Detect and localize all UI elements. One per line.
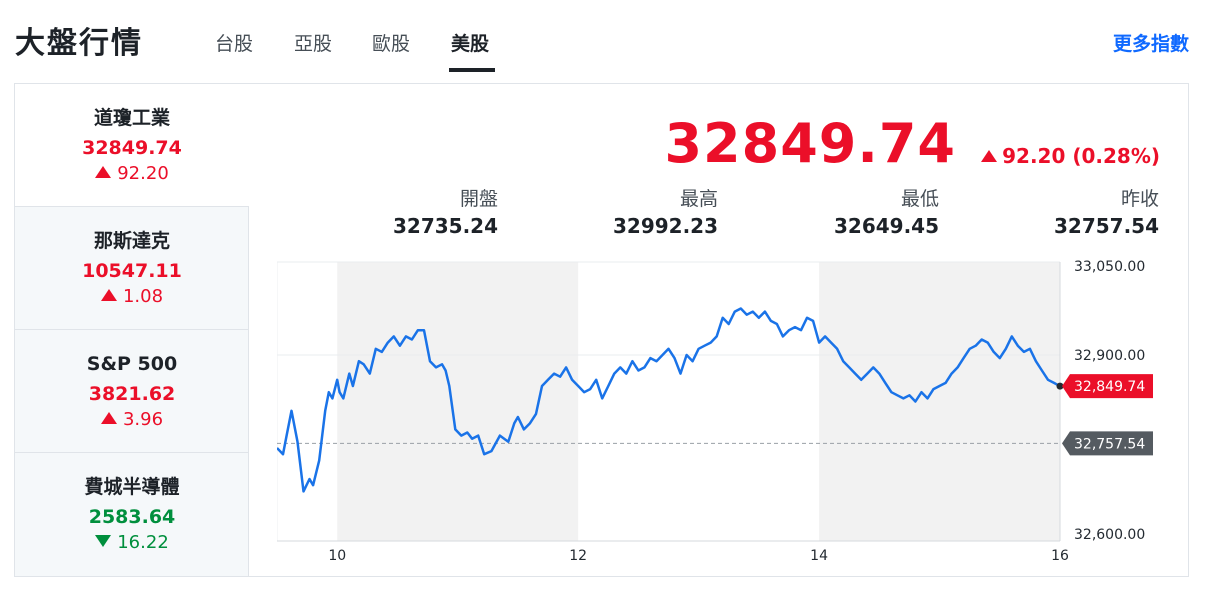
index-name: S&P 500 [86, 353, 178, 375]
current-price: 32849.74 [664, 112, 956, 175]
x-tick-label: 12 [569, 548, 587, 564]
index-change: 1.08 [15, 285, 249, 309]
index-list: 道瓊工業 32849.74 92.20 那斯達克 10547.11 1.08 S… [15, 84, 249, 576]
index-change-value: 3.96 [122, 409, 164, 430]
stat-prev-close: 昨收 32757.54 [939, 186, 1159, 240]
page-title: 大盤行情 [15, 26, 143, 61]
index-change: 92.20 [15, 162, 249, 186]
last-price-tag: 32,849.74 [1074, 379, 1145, 395]
last-price-dot [1056, 382, 1064, 390]
stat-label: 最高 [679, 188, 718, 210]
stat-value: 32992.23 [612, 214, 718, 238]
index-name: 那斯達克 [93, 230, 170, 252]
x-tick-label: 14 [810, 548, 828, 564]
stat-value: 32757.54 [1053, 214, 1159, 238]
index-value: 10547.11 [82, 260, 182, 282]
more-indices-link[interactable]: 更多指數 [1112, 33, 1189, 55]
tab-europe[interactable]: 歐股 [372, 33, 411, 55]
index-change: 3.96 [15, 408, 249, 432]
stat-label: 昨收 [1120, 188, 1159, 210]
market-panel: 道瓊工業 32849.74 92.20 那斯達克 10547.11 1.08 S… [14, 83, 1189, 577]
shaded-band-0 [337, 262, 579, 541]
intraday-chart[interactable]: 32,849.74 32,757.54 33,050.00 32,900.00 32,6… [277, 260, 1177, 566]
index-item-dow[interactable]: 道瓊工業 32849.74 92.20 [15, 84, 249, 207]
x-tick-label: 16 [1051, 548, 1069, 564]
y-tick-label: 32,600.00 [1074, 527, 1145, 543]
triangle-down-icon [95, 535, 112, 547]
tab-us[interactable]: 美股 [451, 33, 490, 55]
index-change-value: 16.22 [117, 532, 169, 553]
tab-asia[interactable]: 亞股 [294, 33, 333, 55]
price-series-line [277, 307, 1061, 493]
price-change-value: 92.20 (0.28%) [1002, 144, 1160, 168]
index-change-value: 92.20 [117, 163, 169, 184]
index-value: 3821.62 [88, 383, 176, 405]
index-item-sp500[interactable]: S&P 500 3821.62 3.96 [15, 330, 249, 453]
stat-high: 最高 32992.23 [498, 186, 718, 240]
index-change-value: 1.08 [122, 286, 164, 307]
shaded-band-1 [819, 262, 1060, 541]
triangle-up-icon [100, 289, 117, 301]
x-tick-label: 10 [328, 548, 346, 564]
header: 大盤行情 台股 亞股 歐股 美股 更多指數 [0, 0, 1209, 82]
triangle-up-icon [981, 150, 998, 162]
price-change: 92.20 (0.28%) [981, 142, 1160, 170]
stat-label: 開盤 [459, 188, 498, 210]
triangle-up-icon [100, 412, 117, 424]
index-change: 16.22 [15, 531, 249, 555]
prev-close-tag: 32,757.54 [1074, 436, 1145, 452]
index-value: 32849.74 [82, 137, 182, 159]
index-name: 道瓊工業 [93, 107, 170, 129]
last-price-tag-bg [1062, 374, 1153, 399]
stat-value: 32649.45 [833, 214, 939, 238]
index-item-sox[interactable]: 費城半導體 2583.64 16.22 [15, 453, 249, 576]
stat-label: 最低 [900, 188, 939, 210]
stat-value: 32735.24 [392, 214, 498, 238]
y-tick-label: 32,900.00 [1074, 348, 1145, 364]
index-value: 2583.64 [88, 506, 176, 528]
index-item-nasdaq[interactable]: 那斯達克 10547.11 1.08 [15, 207, 249, 330]
prev-close-tag-bg [1062, 431, 1153, 456]
active-tab-indicator [449, 68, 495, 72]
triangle-up-icon [95, 166, 112, 178]
stat-low: 最低 32649.45 [719, 186, 939, 240]
index-name: 費城半導體 [84, 476, 180, 498]
y-tick-label: 33,050.00 [1074, 260, 1145, 275]
tab-taiwan[interactable]: 台股 [215, 33, 254, 55]
stat-open: 開盤 32735.24 [278, 186, 498, 240]
